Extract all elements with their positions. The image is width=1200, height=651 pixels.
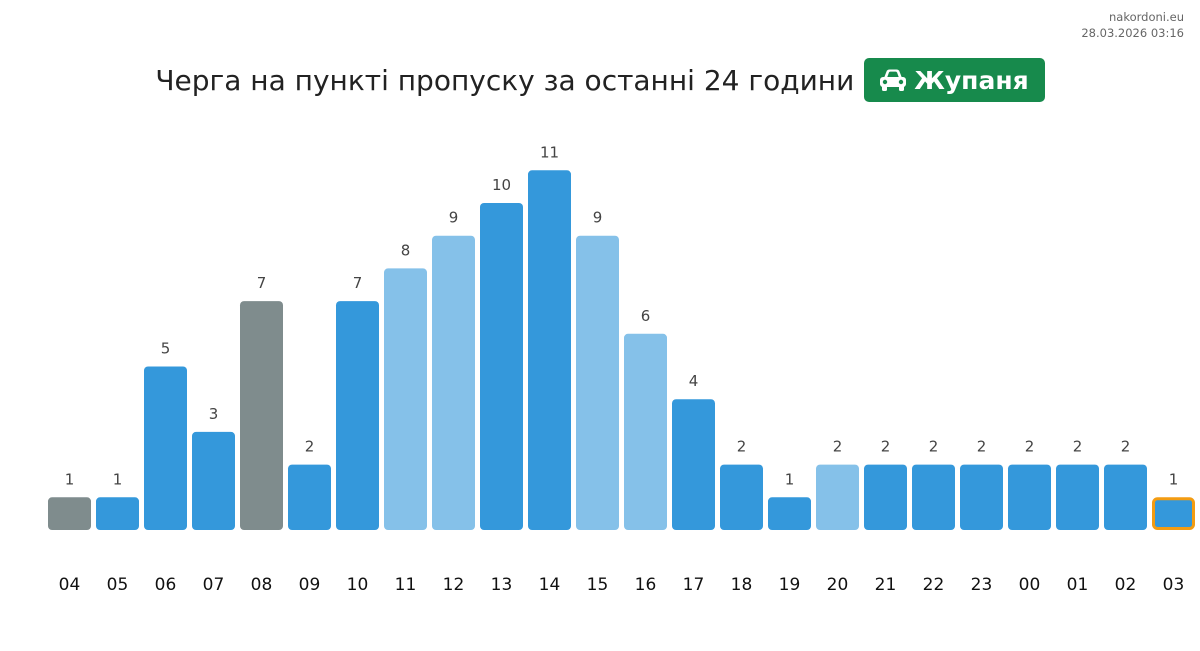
page-title: Черга на пункті пропуску за останні 24 г… bbox=[155, 63, 855, 97]
tick-label-20: 20 bbox=[827, 575, 849, 595]
checkpoint-badge[interactable]: Жупаня bbox=[864, 58, 1045, 102]
value-label-22: 2 bbox=[929, 438, 939, 456]
value-label-11: 8 bbox=[401, 241, 411, 259]
tick-label-22: 22 bbox=[923, 575, 945, 595]
value-label-14: 11 bbox=[540, 143, 559, 161]
value-label-09: 2 bbox=[305, 438, 315, 456]
bar-12 bbox=[432, 235, 475, 530]
bar-15 bbox=[576, 235, 619, 530]
value-label-01: 2 bbox=[1073, 438, 1083, 456]
bar-16 bbox=[624, 333, 667, 530]
value-label-00: 2 bbox=[1025, 438, 1035, 456]
value-label-16: 6 bbox=[641, 307, 651, 325]
tick-label-16: 16 bbox=[635, 575, 657, 595]
value-label-04: 1 bbox=[65, 470, 75, 488]
value-label-18: 2 bbox=[737, 438, 747, 456]
bar-07 bbox=[192, 431, 235, 530]
bar-01 bbox=[1056, 464, 1099, 530]
bar-11 bbox=[384, 268, 427, 530]
tick-label-13: 13 bbox=[491, 575, 513, 595]
bar-08 bbox=[240, 301, 283, 530]
tick-label-04: 04 bbox=[59, 575, 81, 595]
value-label-21: 2 bbox=[881, 438, 891, 456]
tick-label-17: 17 bbox=[683, 575, 705, 595]
bar-19 bbox=[768, 497, 811, 530]
value-label-08: 7 bbox=[257, 274, 267, 292]
value-label-02: 2 bbox=[1121, 438, 1131, 456]
tick-label-10: 10 bbox=[347, 575, 369, 595]
tick-label-21: 21 bbox=[875, 575, 897, 595]
tick-label-14: 14 bbox=[539, 575, 561, 595]
value-label-05: 1 bbox=[113, 470, 123, 488]
tick-label-02: 02 bbox=[1115, 575, 1137, 595]
tick-label-08: 08 bbox=[251, 575, 273, 595]
bar-20 bbox=[816, 464, 859, 530]
bar-00 bbox=[1008, 464, 1051, 530]
value-label-03: 1 bbox=[1169, 470, 1179, 488]
bar-03 bbox=[1152, 497, 1195, 530]
bar-22 bbox=[912, 464, 955, 530]
tick-label-12: 12 bbox=[443, 575, 465, 595]
site-name: nakordoni.eu bbox=[1109, 10, 1184, 24]
tick-label-03: 03 bbox=[1163, 575, 1185, 595]
car-icon bbox=[878, 68, 908, 92]
tick-label-05: 05 bbox=[107, 575, 129, 595]
value-label-19: 1 bbox=[785, 470, 795, 488]
tick-label-19: 19 bbox=[779, 575, 801, 595]
header: Черга на пункті пропуску за останні 24 г… bbox=[0, 58, 1200, 102]
tick-label-06: 06 bbox=[155, 575, 177, 595]
bar-18 bbox=[720, 464, 763, 530]
bar-23 bbox=[960, 464, 1003, 530]
tick-label-09: 09 bbox=[299, 575, 321, 595]
bar-05 bbox=[96, 497, 139, 530]
bar-14 bbox=[528, 170, 571, 531]
value-label-20: 2 bbox=[833, 438, 843, 456]
bar-02 bbox=[1104, 464, 1147, 530]
bar-04 bbox=[48, 497, 91, 530]
tick-label-15: 15 bbox=[587, 575, 609, 595]
tick-label-00: 00 bbox=[1019, 575, 1041, 595]
value-label-13: 10 bbox=[492, 176, 511, 194]
bar-06 bbox=[144, 366, 187, 530]
bar-17 bbox=[672, 399, 715, 530]
tick-label-23: 23 bbox=[971, 575, 993, 595]
bar-10 bbox=[336, 301, 379, 530]
bar-09 bbox=[288, 464, 331, 530]
value-label-07: 3 bbox=[209, 405, 219, 423]
bar-13 bbox=[480, 203, 523, 530]
tick-label-18: 18 bbox=[731, 575, 753, 595]
value-label-17: 4 bbox=[689, 372, 699, 390]
value-label-12: 9 bbox=[449, 209, 459, 227]
checkpoint-name: Жупаня bbox=[914, 65, 1029, 95]
page-meta: nakordoni.eu 28.03.2026 03:16 bbox=[1081, 9, 1184, 41]
tick-label-01: 01 bbox=[1067, 575, 1089, 595]
timestamp: 28.03.2026 03:16 bbox=[1081, 26, 1184, 40]
bar-21 bbox=[864, 464, 907, 530]
value-label-06: 5 bbox=[161, 340, 171, 358]
value-label-10: 7 bbox=[353, 274, 363, 292]
value-label-23: 2 bbox=[977, 438, 987, 456]
value-label-15: 9 bbox=[593, 209, 603, 227]
tick-label-07: 07 bbox=[203, 575, 225, 595]
tick-label-11: 11 bbox=[395, 575, 417, 595]
